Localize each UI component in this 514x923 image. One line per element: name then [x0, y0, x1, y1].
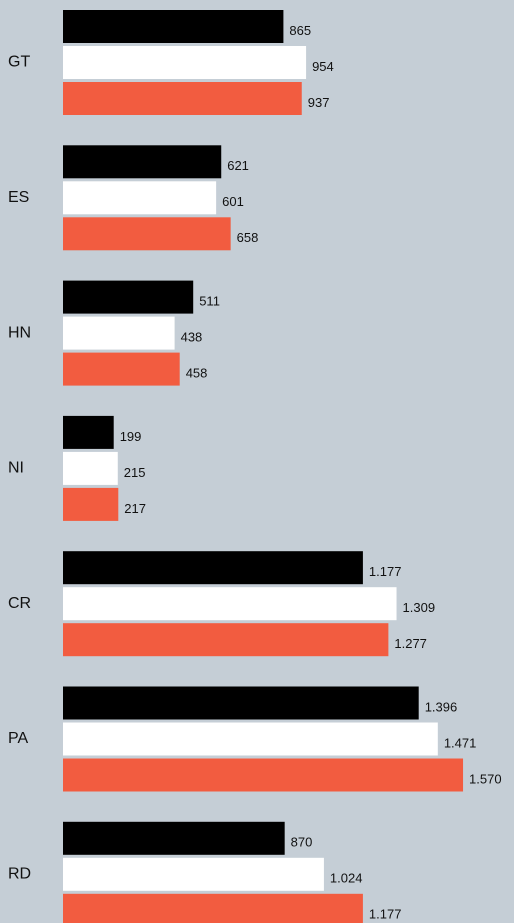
- value-label: 1.396: [425, 699, 458, 714]
- value-label: 601: [222, 194, 244, 209]
- category-label: ES: [8, 189, 29, 206]
- value-label: 1.024: [330, 871, 363, 886]
- value-label: 458: [186, 366, 208, 381]
- bar: [63, 857, 324, 891]
- bar: [63, 758, 464, 792]
- bar: [63, 415, 114, 449]
- bar: [63, 722, 438, 756]
- value-label: 1.277: [394, 636, 427, 651]
- value-label: 199: [120, 429, 142, 444]
- bar: [63, 280, 194, 314]
- value-label: 215: [124, 465, 146, 480]
- category-label: PA: [8, 730, 28, 747]
- bar: [63, 821, 285, 855]
- value-label: 1.471: [444, 735, 477, 750]
- bar: [63, 82, 302, 115]
- value-label: 870: [291, 835, 313, 850]
- value-label: 1.570: [469, 771, 502, 786]
- bar: [63, 451, 118, 485]
- bar: [63, 893, 363, 923]
- bar: [63, 145, 222, 179]
- bar: [63, 10, 284, 43]
- category-label: NI: [8, 460, 24, 477]
- value-label: 438: [181, 330, 203, 345]
- value-label: 865: [289, 23, 311, 38]
- bar: [63, 352, 180, 386]
- bar: [63, 587, 397, 621]
- value-label: 658: [237, 230, 259, 245]
- bar: [63, 686, 419, 720]
- value-label: 511: [199, 294, 220, 309]
- bar: [63, 551, 363, 585]
- category-label: CR: [8, 595, 31, 612]
- value-label: 217: [124, 501, 146, 516]
- value-label: 1.177: [369, 907, 402, 922]
- category-label: HN: [8, 324, 31, 341]
- bar: [63, 623, 389, 657]
- value-label: 1.309: [403, 600, 436, 615]
- value-label: 621: [227, 158, 249, 173]
- bar: [63, 487, 119, 521]
- bar: [63, 181, 217, 215]
- bar: [63, 316, 175, 350]
- category-label: RD: [8, 866, 31, 883]
- category-label: GT: [8, 54, 30, 71]
- value-label: 954: [312, 59, 334, 74]
- value-label: 937: [308, 95, 330, 110]
- value-label: 1.177: [369, 564, 402, 579]
- bar: [63, 217, 231, 251]
- bar: [63, 46, 307, 79]
